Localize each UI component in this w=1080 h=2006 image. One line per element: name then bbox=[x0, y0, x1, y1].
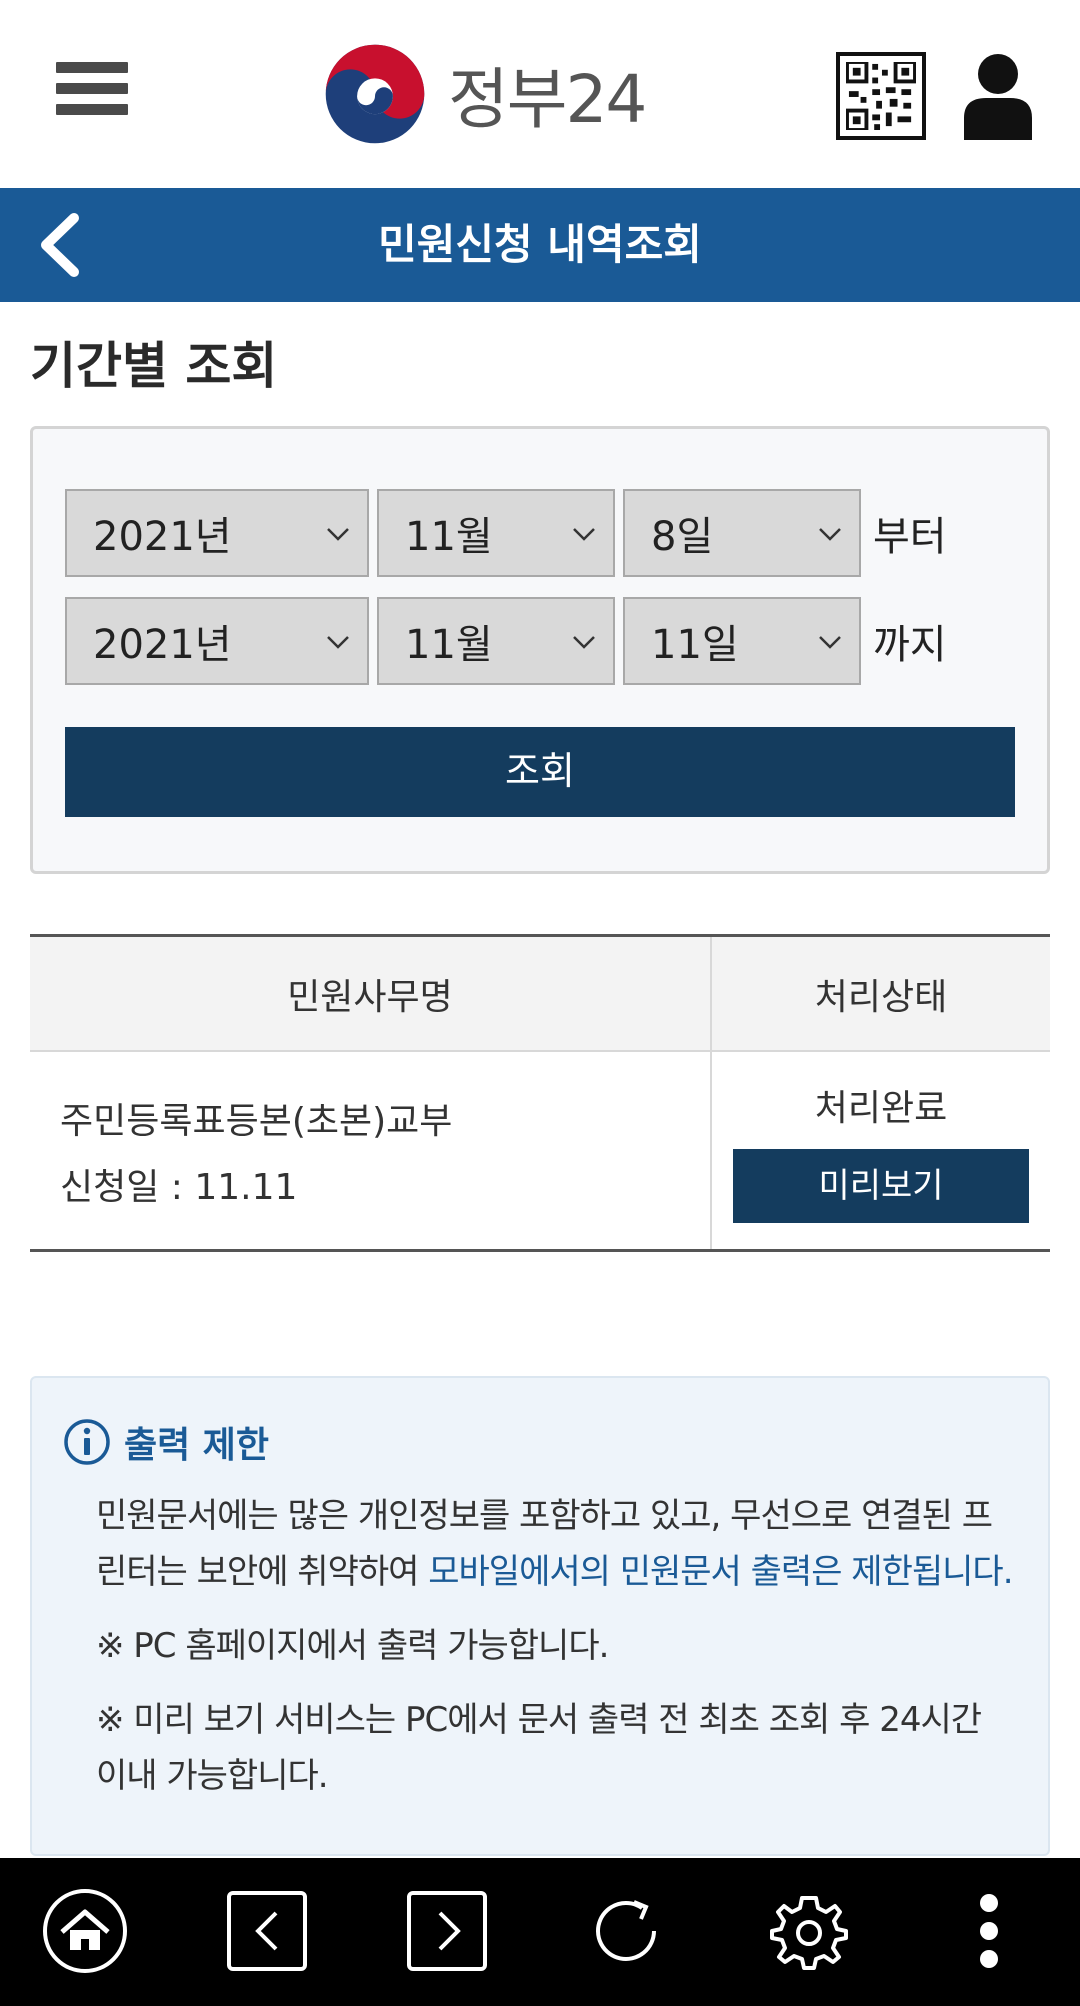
notice-header: 출력 제한 bbox=[62, 1416, 269, 1468]
preview-button[interactable]: 미리보기 bbox=[733, 1148, 1029, 1223]
application-date: 신청일 : 11.11 bbox=[60, 1166, 298, 1208]
to-month-select[interactable]: 11월 bbox=[377, 597, 615, 685]
notice-paragraph: 민원문서에는 많은 개인정보를 포함하고 있고, 무선으로 연결된 프린터는 보… bbox=[96, 1488, 1016, 1600]
chevron-down-icon bbox=[819, 636, 841, 649]
print-restriction-notice: 출력 제한 민원문서에는 많은 개인정보를 포함하고 있고, 무선으로 연결된 … bbox=[30, 1376, 1050, 1856]
to-year-select[interactable]: 2021년 bbox=[65, 597, 369, 685]
from-date-row: 2021년 11월 8일 부터 bbox=[65, 489, 947, 577]
page-title-bar: 민원신청 내역조회 bbox=[0, 188, 1080, 302]
from-year-select[interactable]: 2021년 bbox=[65, 489, 369, 577]
notice-note-2: ※ 미리 보기 서비스는 PC에서 문서 출력 전 최초 조회 후 24시간 이… bbox=[96, 1700, 982, 1796]
results-table: 민원사무명 처리상태 주민등록표등본(초본)교부 신청일 : 11.11 처리완… bbox=[30, 934, 1050, 1252]
forward-arrow-icon[interactable] bbox=[404, 1886, 494, 1976]
from-month-value: 11월 bbox=[405, 514, 493, 560]
notice-text: 민원문서에는 많은 개인정보를 포함하고 있고, 무선으로 연결된 프린터는 보… bbox=[96, 1496, 993, 1592]
from-day-value: 8일 bbox=[651, 514, 714, 560]
back-arrow-icon[interactable] bbox=[224, 1886, 314, 1976]
section-title: 기간별 조회 bbox=[30, 337, 278, 395]
info-icon bbox=[64, 1419, 110, 1465]
chevron-down-icon bbox=[327, 528, 349, 541]
chevron-left-icon[interactable] bbox=[30, 210, 90, 280]
header-service-name: 민원사무명 bbox=[30, 937, 712, 1050]
to-suffix: 까지 bbox=[873, 622, 947, 668]
from-day-select[interactable]: 8일 bbox=[623, 489, 861, 577]
table-header: 민원사무명 처리상태 bbox=[30, 934, 1050, 1052]
to-date-row: 2021년 11월 11일 까지 bbox=[65, 597, 947, 685]
chevron-down-icon bbox=[327, 636, 349, 649]
status-text: 처리완료 bbox=[814, 1087, 948, 1129]
hamburger-menu-icon[interactable] bbox=[56, 62, 128, 116]
more-vertical-icon[interactable] bbox=[944, 1886, 1034, 1976]
to-year-value: 2021년 bbox=[93, 622, 232, 668]
to-month-value: 11월 bbox=[405, 622, 493, 668]
notice-body: 민원문서에는 많은 개인정보를 포함하고 있고, 무선으로 연결된 프린터는 보… bbox=[96, 1488, 1016, 1822]
header-status: 처리상태 bbox=[814, 976, 948, 1018]
qr-code-icon[interactable] bbox=[836, 52, 926, 140]
period-search-panel: 2021년 11월 8일 부터 2021년 11월 11일 까지 조회 bbox=[30, 426, 1050, 874]
to-day-select[interactable]: 11일 bbox=[623, 597, 861, 685]
browser-bottom-bar bbox=[0, 1858, 1080, 2006]
taegeuk-logo-icon bbox=[325, 44, 425, 144]
table-row: 주민등록표등본(초본)교부 신청일 : 11.11 처리완료 미리보기 bbox=[30, 1052, 1050, 1252]
chevron-down-icon bbox=[819, 528, 841, 541]
to-day-value: 11일 bbox=[651, 622, 739, 668]
status-cell: 처리완료 미리보기 bbox=[712, 1052, 1050, 1249]
query-button[interactable]: 조회 bbox=[65, 727, 1015, 817]
settings-icon[interactable] bbox=[764, 1886, 854, 1976]
service-cell: 주민등록표등본(초본)교부 신청일 : 11.11 bbox=[30, 1052, 712, 1249]
service-name: 주민등록표등본(초본)교부 bbox=[60, 1100, 453, 1142]
chevron-down-icon bbox=[573, 528, 595, 541]
notice-note-1: ※ PC 홈페이지에서 출력 가능합니다. bbox=[96, 1626, 609, 1666]
logo-text: 정부24 bbox=[448, 61, 647, 138]
home-icon[interactable] bbox=[40, 1886, 130, 1976]
from-year-value: 2021년 bbox=[93, 514, 232, 560]
notice-title: 출력 제한 bbox=[124, 1425, 270, 1466]
chevron-down-icon bbox=[573, 636, 595, 649]
notice-highlight: 모바일에서의 민원문서 출력은 제한됩니다. bbox=[428, 1552, 1013, 1592]
user-icon[interactable] bbox=[962, 52, 1034, 140]
top-header: 정부24 bbox=[0, 0, 1080, 188]
from-suffix: 부터 bbox=[873, 514, 947, 560]
from-month-select[interactable]: 11월 bbox=[377, 489, 615, 577]
page-title: 민원신청 내역조회 bbox=[378, 220, 702, 269]
refresh-icon[interactable] bbox=[584, 1886, 674, 1976]
gov24-logo[interactable]: 정부24 bbox=[318, 38, 647, 150]
